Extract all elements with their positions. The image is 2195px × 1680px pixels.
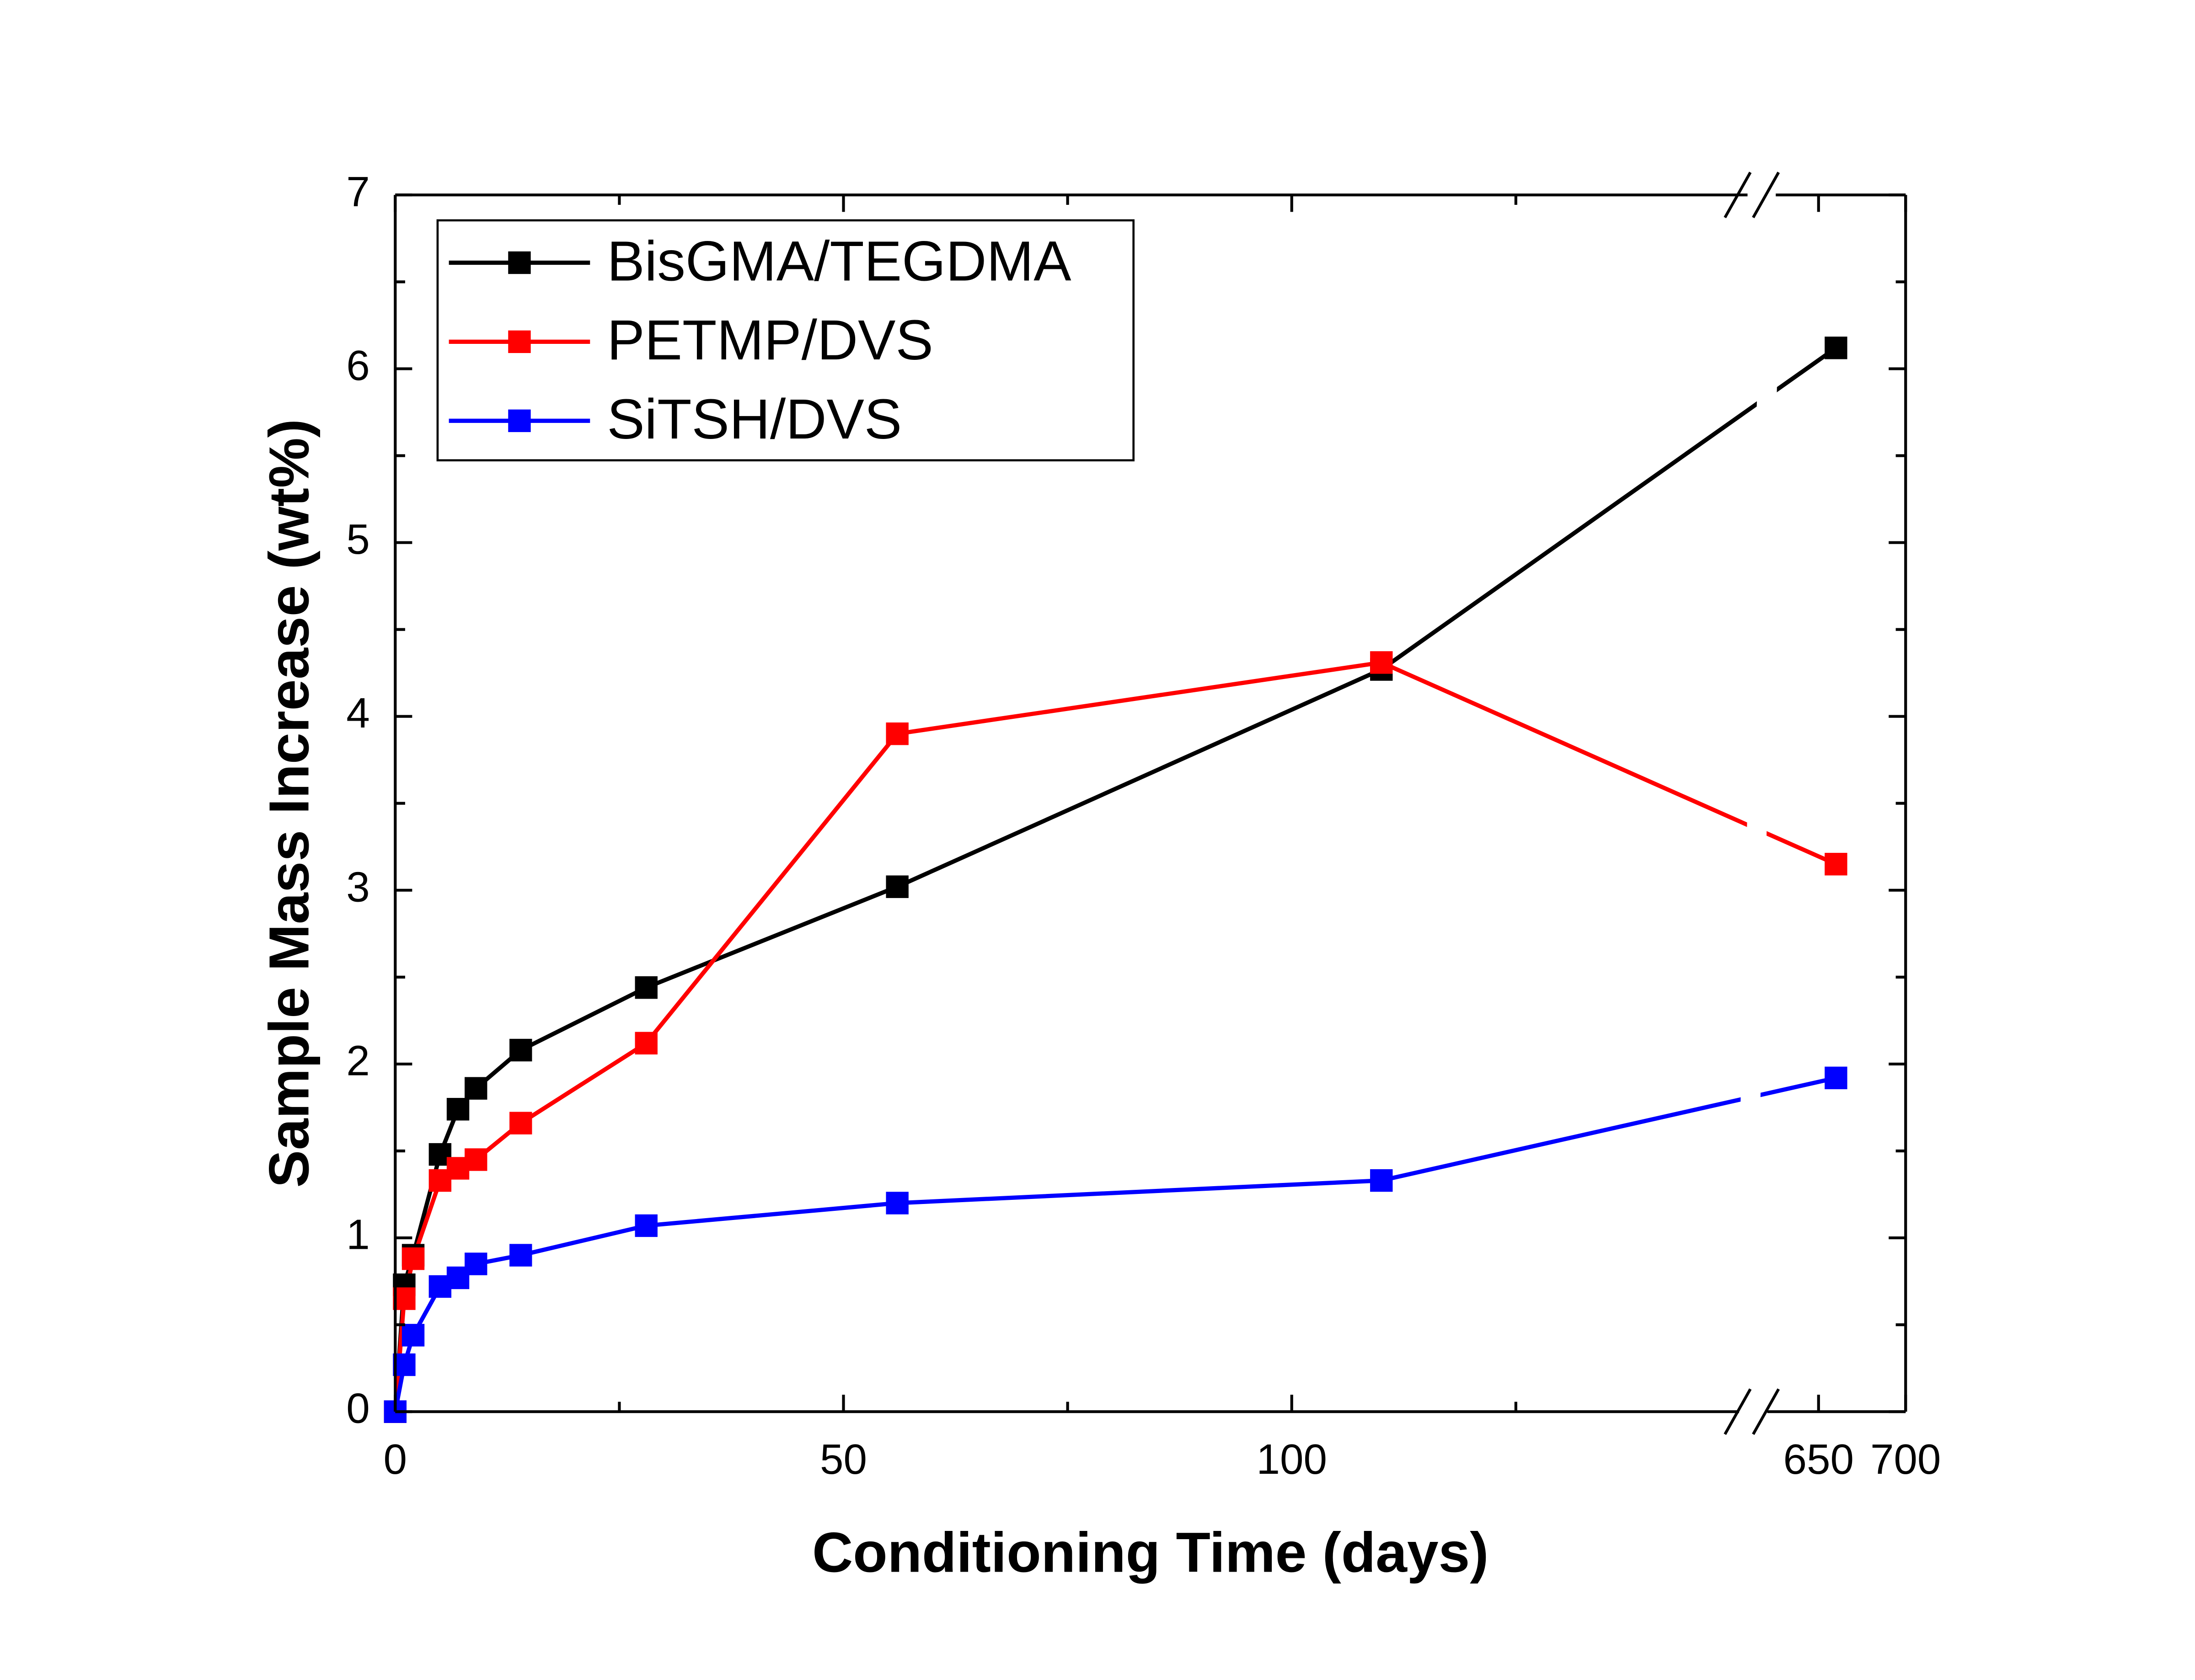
data-point (393, 1353, 416, 1376)
axis-break-mark (1724, 1388, 1752, 1435)
legend-label: BisGMA/TEGDMA (607, 230, 1071, 293)
y-tick-label: 1 (346, 1211, 370, 1258)
y-axis-label: Sample Mass Increase (wt%) (258, 419, 321, 1188)
data-point (446, 1098, 470, 1121)
legend-marker (508, 409, 531, 432)
y-tick-label: 7 (346, 168, 370, 215)
y-tick-label: 3 (346, 863, 370, 910)
x-axis-label: Conditioning Time (days) (812, 1521, 1488, 1584)
data-point (402, 1247, 425, 1270)
series-line (393, 346, 1837, 1412)
legend-label: SiTSH/DVS (607, 388, 902, 451)
x-tick-label: 700 (1870, 1435, 1941, 1483)
data-point (1370, 1169, 1393, 1192)
axis-break-mark (1724, 171, 1752, 219)
data-point (393, 1287, 416, 1310)
data-point (402, 1324, 425, 1347)
x-tick-label: 0 (384, 1435, 407, 1483)
data-point (1825, 853, 1847, 876)
y-tick-label: 6 (346, 342, 370, 389)
x-tick-label: 100 (1256, 1435, 1327, 1483)
series-line (393, 1075, 1836, 1412)
data-point (1825, 1066, 1847, 1090)
legend-marker (508, 251, 531, 274)
y-tick-label: 5 (346, 515, 370, 563)
legend-label: PETMP/DVS (607, 309, 933, 372)
data-point (1825, 337, 1847, 359)
data-point (635, 1032, 658, 1055)
x-tick-label: 650 (1783, 1435, 1854, 1483)
data-point (465, 1077, 487, 1100)
legend-marker (508, 330, 531, 353)
y-tick-label: 0 (346, 1385, 370, 1432)
axis-break-gap (1733, 195, 1782, 1412)
data-point (509, 1244, 532, 1267)
data-point (509, 1112, 532, 1134)
data-point (886, 722, 909, 745)
data-point (886, 875, 909, 898)
axis-break-mark (1752, 1388, 1780, 1435)
y-tick-label: 4 (346, 689, 370, 737)
data-point (635, 976, 658, 999)
data-point (465, 1148, 487, 1171)
data-point (886, 1192, 909, 1215)
data-point (509, 1038, 532, 1062)
data-point (465, 1252, 487, 1275)
data-point (635, 1214, 658, 1237)
x-tick-label: 50 (820, 1435, 867, 1483)
series-line (393, 660, 1837, 1412)
axis-break-mark (1752, 171, 1780, 219)
data-point (1370, 651, 1393, 674)
y-tick-label: 2 (346, 1037, 370, 1084)
